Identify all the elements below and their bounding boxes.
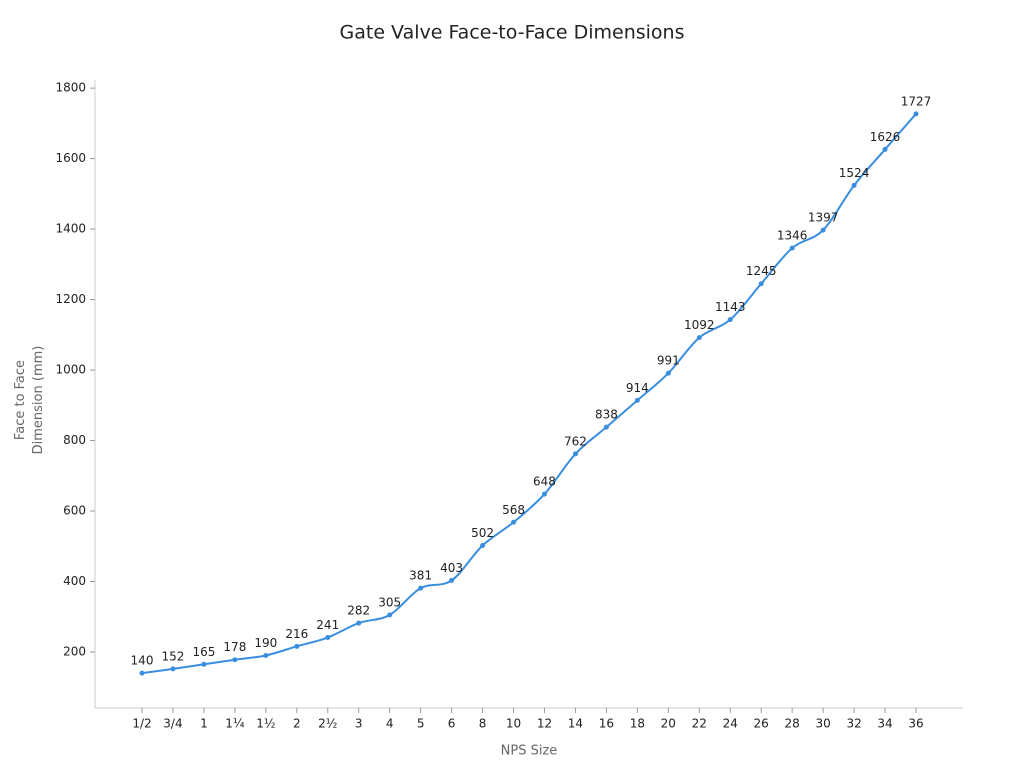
data-label: 1397 bbox=[808, 211, 839, 225]
x-tick-label: 1/2 bbox=[132, 717, 151, 731]
x-tick-label: 14 bbox=[568, 717, 583, 731]
x-tick-label: 5 bbox=[417, 717, 425, 731]
x-tick-label: 32 bbox=[846, 717, 861, 731]
point bbox=[696, 335, 702, 341]
chart-title: Gate Valve Face-to-Face Dimensions bbox=[340, 22, 685, 44]
x-tick-label: 10 bbox=[506, 717, 521, 731]
x-tick-label: 4 bbox=[386, 717, 394, 731]
data-label: 1143 bbox=[715, 300, 746, 314]
y-tick-label: 1800 bbox=[55, 81, 86, 95]
data-label: 1626 bbox=[870, 130, 901, 144]
x-tick-label: 1¼ bbox=[225, 717, 245, 731]
x-tick-label: 6 bbox=[448, 717, 456, 731]
point bbox=[882, 146, 888, 152]
point bbox=[170, 666, 176, 672]
x-tick-label: 1½ bbox=[256, 717, 275, 731]
data-label: 403 bbox=[440, 561, 463, 575]
point bbox=[634, 397, 640, 403]
point bbox=[232, 657, 238, 663]
data-label: 838 bbox=[595, 408, 618, 422]
data-label: 1727 bbox=[901, 94, 932, 108]
data-label: 282 bbox=[347, 604, 370, 618]
data-label: 502 bbox=[471, 526, 494, 540]
point bbox=[820, 227, 826, 233]
x-axis-title: NPS Size bbox=[501, 744, 558, 759]
point bbox=[201, 661, 207, 667]
data-label: 305 bbox=[378, 595, 401, 609]
data-label: 1092 bbox=[684, 318, 715, 332]
data-label: 991 bbox=[657, 354, 680, 368]
y-axis-title: Face to Face Dimension (mm) bbox=[13, 345, 46, 455]
x-tick-label: 26 bbox=[754, 717, 769, 731]
x-tick-label: 30 bbox=[815, 717, 830, 731]
x-tick-label: 20 bbox=[661, 717, 676, 731]
data-label: 241 bbox=[316, 618, 339, 632]
data-label: 914 bbox=[626, 381, 649, 395]
y-tick-label: 1200 bbox=[55, 292, 86, 306]
x-tick-label: 28 bbox=[785, 717, 800, 731]
point bbox=[665, 370, 671, 376]
x-tick-label: 22 bbox=[692, 717, 707, 731]
data-label: 140 bbox=[131, 654, 154, 668]
x-tick-label: 24 bbox=[723, 717, 738, 731]
point bbox=[418, 585, 424, 591]
x-tick-label: 12 bbox=[537, 717, 552, 731]
x-tick-label: 8 bbox=[479, 717, 487, 731]
point bbox=[294, 643, 300, 649]
data-label: 568 bbox=[502, 503, 525, 517]
data-label: 762 bbox=[564, 434, 587, 448]
x-tick-label: 2½ bbox=[318, 717, 337, 731]
point bbox=[758, 281, 764, 287]
data-label: 648 bbox=[533, 475, 556, 489]
data-label: 190 bbox=[254, 636, 277, 650]
x-tick-label: 3 bbox=[355, 717, 363, 731]
point bbox=[572, 451, 578, 457]
y-tick-label: 400 bbox=[63, 574, 86, 588]
point bbox=[603, 424, 609, 430]
line bbox=[141, 113, 917, 675]
point bbox=[449, 577, 455, 583]
point bbox=[356, 620, 362, 626]
y-tick-label: 200 bbox=[63, 644, 86, 658]
x-tick-label: 3/4 bbox=[163, 717, 182, 731]
data-label: 1346 bbox=[777, 229, 808, 243]
point bbox=[325, 635, 331, 641]
point bbox=[511, 519, 517, 525]
y-tick-label: 1600 bbox=[55, 151, 86, 165]
x-tick-label: 16 bbox=[599, 717, 614, 731]
x-tick-label: 36 bbox=[908, 717, 923, 731]
point bbox=[139, 670, 145, 676]
y-tick-label: 1400 bbox=[55, 222, 86, 236]
point bbox=[541, 491, 547, 497]
data-label: 1524 bbox=[839, 166, 870, 180]
y-tick-label: 1000 bbox=[55, 363, 86, 377]
point bbox=[851, 182, 857, 188]
x-tick-label: 2 bbox=[293, 717, 301, 731]
data-label: 1245 bbox=[746, 264, 777, 278]
point bbox=[263, 652, 269, 658]
point bbox=[789, 245, 795, 251]
point bbox=[727, 317, 733, 323]
data-label: 381 bbox=[409, 569, 432, 583]
point bbox=[387, 612, 393, 618]
x-tick-label: 1 bbox=[200, 717, 208, 731]
data-label: 152 bbox=[162, 649, 185, 663]
y-tick-label: 800 bbox=[63, 433, 86, 447]
x-tick-label: 34 bbox=[877, 717, 892, 731]
data-label: 216 bbox=[285, 627, 308, 641]
data-label: 165 bbox=[192, 645, 215, 659]
data-label: 178 bbox=[223, 640, 246, 654]
point bbox=[480, 543, 486, 549]
point bbox=[913, 111, 919, 117]
x-tick-label: 18 bbox=[630, 717, 645, 731]
y-tick-label: 600 bbox=[63, 504, 86, 518]
